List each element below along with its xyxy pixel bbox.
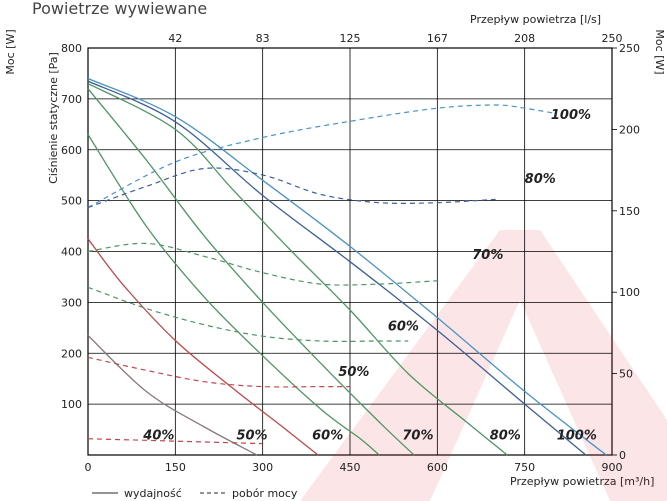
curve-label: 70% bbox=[472, 248, 503, 263]
x-axis-title: Przepływ powietrza [m³/h] bbox=[510, 475, 654, 488]
y-axis-title: Ciśnienie statyczne [Pa] bbox=[47, 52, 60, 184]
power-curve bbox=[87, 356, 351, 388]
power-tick-label: 150 bbox=[619, 205, 640, 218]
pressure-curve bbox=[87, 80, 587, 456]
power-tick-label: 0 bbox=[619, 449, 626, 462]
power-curve bbox=[87, 167, 496, 209]
legend-dashed-label: pobór mocy bbox=[232, 487, 298, 500]
pressure-curve bbox=[87, 88, 415, 456]
curve-label: 100% bbox=[551, 108, 591, 123]
curve-label: 100% bbox=[557, 429, 597, 444]
pressure-curve bbox=[87, 334, 258, 456]
pressure-curve bbox=[87, 83, 508, 456]
x2-tick-label: 83 bbox=[256, 32, 270, 45]
curve-labels: 40% 50% 60% 70% 80% 100% 100% 80% 70% 60% 50% bbox=[142, 108, 597, 444]
pressure-curve bbox=[87, 134, 380, 456]
tick-labels: 0 150 300 450 600 750 900 42 83 125 167 208 250 100 20… bbox=[61, 32, 640, 474]
x-tick-label: 750 bbox=[514, 461, 535, 474]
y-tick-label: 300 bbox=[61, 296, 82, 309]
power-curves bbox=[87, 104, 554, 445]
y-tick-label: 100 bbox=[61, 398, 82, 411]
power-curve bbox=[87, 286, 409, 342]
pressure-curve bbox=[87, 238, 319, 456]
curve-label: 60% bbox=[388, 319, 419, 334]
power-tick-label: 250 bbox=[619, 42, 640, 55]
x-tick-label: 300 bbox=[252, 461, 273, 474]
power-curve bbox=[87, 242, 438, 286]
y-tick-label: 200 bbox=[61, 347, 82, 360]
y-tick-label: 600 bbox=[61, 144, 82, 157]
curve-label: 60% bbox=[312, 429, 343, 444]
curve-label: 50% bbox=[236, 429, 267, 444]
y-tick-label: 400 bbox=[61, 246, 82, 259]
curve-label: 40% bbox=[142, 429, 174, 444]
y-tick-label: 500 bbox=[61, 195, 82, 208]
power-tick-label: 100 bbox=[619, 286, 640, 299]
power-tick-label: 200 bbox=[619, 123, 640, 136]
legend: wydajność pobór mocy bbox=[92, 487, 298, 500]
x-tick-label: 450 bbox=[340, 461, 361, 474]
x-tick-label: 600 bbox=[427, 461, 448, 474]
x2-axis-title: Przepływ powietrza [l/s] bbox=[470, 13, 601, 26]
pressure-curve bbox=[87, 77, 607, 456]
curve-label: 80% bbox=[490, 429, 521, 444]
right-power-axis-title: Moc [W] bbox=[653, 29, 666, 74]
chart-title: Powietrze wywiewane bbox=[32, 0, 207, 18]
curve-label: 70% bbox=[402, 429, 433, 444]
x2-tick-label: 125 bbox=[340, 32, 361, 45]
x-tick-label: 900 bbox=[602, 461, 623, 474]
left-power-axis-title: Moc [W] bbox=[4, 29, 17, 74]
curve-label: 80% bbox=[525, 172, 556, 187]
x2-tick-label: 167 bbox=[427, 32, 448, 45]
pressure-curves bbox=[87, 77, 607, 456]
y-tick-label: 800 bbox=[61, 42, 82, 55]
y-tick-label: 700 bbox=[61, 93, 82, 106]
power-tick-label: 50 bbox=[619, 368, 633, 381]
x2-tick-label: 250 bbox=[602, 32, 623, 45]
x2-tick-label: 42 bbox=[168, 32, 182, 45]
legend-solid-label: wydajność bbox=[124, 487, 182, 500]
x-tick-label: 0 bbox=[85, 461, 92, 474]
x-tick-label: 150 bbox=[165, 461, 186, 474]
curve-label: 50% bbox=[338, 365, 369, 380]
x2-tick-label: 208 bbox=[514, 32, 535, 45]
